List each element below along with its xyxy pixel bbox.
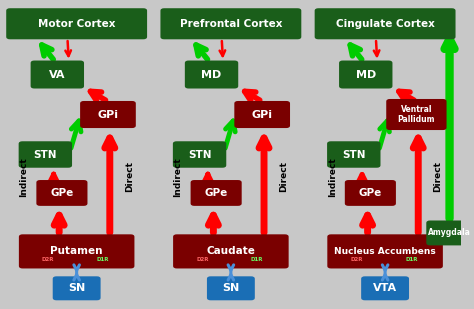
Text: Direct: Direct: [279, 161, 288, 192]
FancyBboxPatch shape: [6, 8, 147, 39]
Text: Direct: Direct: [434, 161, 443, 192]
FancyBboxPatch shape: [18, 141, 72, 168]
FancyBboxPatch shape: [53, 276, 100, 300]
Text: Direct: Direct: [125, 161, 134, 192]
Text: D2R: D2R: [196, 257, 209, 262]
FancyBboxPatch shape: [234, 101, 290, 128]
Text: SN: SN: [222, 283, 239, 293]
Text: D1R: D1R: [97, 257, 109, 262]
FancyBboxPatch shape: [173, 141, 226, 168]
Text: D2R: D2R: [350, 257, 363, 262]
Text: Indirect: Indirect: [328, 157, 337, 197]
FancyBboxPatch shape: [345, 180, 396, 206]
Text: MD: MD: [356, 70, 376, 79]
FancyBboxPatch shape: [328, 234, 443, 269]
FancyBboxPatch shape: [361, 276, 409, 300]
FancyBboxPatch shape: [36, 180, 88, 206]
FancyBboxPatch shape: [191, 180, 242, 206]
Text: Ventral
Pallidum: Ventral Pallidum: [398, 105, 435, 124]
Text: STN: STN: [34, 150, 57, 159]
FancyBboxPatch shape: [173, 234, 289, 269]
Text: Indirect: Indirect: [19, 157, 28, 197]
Text: Caudate: Caudate: [207, 246, 255, 256]
FancyBboxPatch shape: [80, 101, 136, 128]
FancyBboxPatch shape: [426, 221, 473, 245]
FancyBboxPatch shape: [315, 8, 456, 39]
Text: D1R: D1R: [405, 257, 418, 262]
Text: GPe: GPe: [50, 188, 73, 198]
Text: STN: STN: [342, 150, 365, 159]
Text: GPi: GPi: [252, 109, 273, 120]
Text: D2R: D2R: [42, 257, 55, 262]
Text: Prefrontal Cortex: Prefrontal Cortex: [180, 19, 282, 29]
FancyBboxPatch shape: [31, 61, 84, 88]
Text: GPe: GPe: [204, 188, 228, 198]
Text: STN: STN: [188, 150, 211, 159]
FancyBboxPatch shape: [185, 61, 238, 88]
Text: GPi: GPi: [98, 109, 118, 120]
Text: VA: VA: [49, 70, 65, 79]
Text: Cingulate Cortex: Cingulate Cortex: [336, 19, 435, 29]
FancyBboxPatch shape: [327, 141, 381, 168]
Text: D1R: D1R: [251, 257, 264, 262]
Text: MD: MD: [201, 70, 222, 79]
FancyBboxPatch shape: [19, 234, 135, 269]
FancyBboxPatch shape: [386, 99, 447, 130]
FancyBboxPatch shape: [339, 61, 392, 88]
FancyBboxPatch shape: [160, 8, 301, 39]
Text: Amygdala: Amygdala: [428, 228, 471, 237]
FancyBboxPatch shape: [207, 276, 255, 300]
Text: Motor Cortex: Motor Cortex: [38, 19, 115, 29]
Text: Indirect: Indirect: [173, 157, 182, 197]
Text: SN: SN: [68, 283, 85, 293]
Text: GPe: GPe: [359, 188, 382, 198]
Text: Putamen: Putamen: [50, 246, 103, 256]
Text: VTA: VTA: [373, 283, 397, 293]
Text: Nucleus Accumbens: Nucleus Accumbens: [334, 247, 436, 256]
